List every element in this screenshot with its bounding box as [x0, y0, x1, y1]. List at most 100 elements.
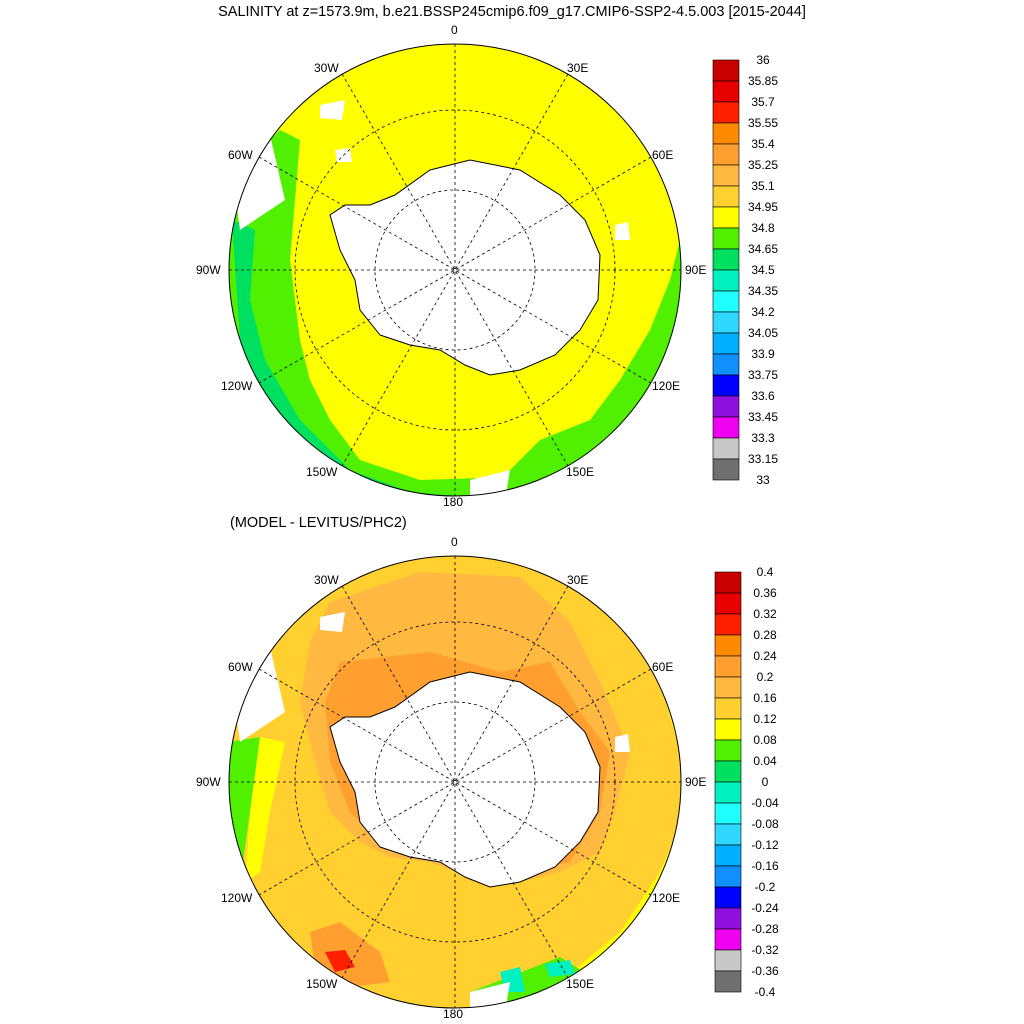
colorbar-swatch — [712, 395, 740, 418]
colorbar-label: 36 — [756, 53, 770, 67]
colorbar-swatch — [712, 164, 740, 187]
colorbar-label: 0.04 — [753, 754, 777, 768]
colorbar-label: -0.08 — [751, 817, 779, 831]
colorbar-label: 35.55 — [748, 116, 778, 130]
longitude-label: 90E — [685, 263, 707, 277]
colorbar-swatch — [712, 437, 740, 460]
colorbar-swatch — [712, 59, 740, 82]
colorbar-swatch — [712, 206, 740, 229]
colorbar-label: 0.08 — [753, 733, 777, 747]
longitude-label: 30E — [567, 573, 589, 587]
longitude-label: 180 — [443, 1007, 464, 1021]
colorbar-label: 0.28 — [753, 628, 777, 642]
longitude-label: 0 — [451, 23, 458, 37]
colorbar-swatch — [714, 760, 742, 783]
colorbar-label: 0 — [762, 775, 769, 789]
colorbar-salinity: 36 35.85 35.7 35.55 35.4 35.25 35.1 34.95 34.8 34… — [712, 53, 778, 487]
colorbar-swatch — [712, 143, 740, 166]
colorbar-swatch — [714, 655, 742, 678]
colorbar-label: -0.36 — [751, 964, 779, 978]
longitude-label: 30W — [314, 61, 339, 75]
colorbar-swatch — [714, 865, 742, 888]
colorbar-swatch — [712, 101, 740, 124]
colorbar-label: 33.15 — [748, 452, 778, 466]
colorbar-swatch — [712, 248, 740, 271]
colorbar-label: -0.2 — [755, 880, 776, 894]
colorbar-swatch — [712, 332, 740, 355]
longitude-label: 30W — [314, 573, 339, 587]
colorbar-label: 35.7 — [751, 95, 775, 109]
colorbar-label: 0.32 — [753, 607, 777, 621]
colorbar-swatch — [712, 374, 740, 397]
colorbar-label: 35.1 — [751, 179, 775, 193]
colorbar-label: -0.32 — [751, 943, 779, 957]
colorbar-label: 33.3 — [751, 431, 775, 445]
colorbar-label: 34.8 — [751, 221, 775, 235]
colorbar-label: -0.24 — [751, 901, 779, 915]
longitude-label: 150W — [306, 977, 338, 991]
colorbar-swatch — [714, 844, 742, 867]
colorbar-swatch — [714, 676, 742, 699]
colorbar-label: 34.65 — [748, 242, 778, 256]
colorbar-swatch — [714, 697, 742, 720]
longitude-label: 150E — [566, 977, 595, 991]
colorbar-label: 35.4 — [751, 137, 775, 151]
longitude-label: 60E — [652, 660, 674, 674]
colorbar-swatch — [714, 802, 742, 825]
plot-title: SALINITY at z=1573.9m, b.e21.BSSP245cmip… — [218, 4, 806, 20]
colorbar-swatch — [712, 227, 740, 250]
longitude-label: 30E — [567, 61, 589, 75]
longitude-label: 120W — [221, 891, 253, 905]
longitude-label: 150W — [306, 465, 338, 479]
colorbar-swatch — [714, 718, 742, 741]
colorbar-swatch — [712, 353, 740, 376]
colorbar-label: 0.12 — [753, 712, 777, 726]
colorbar-label: 34.05 — [748, 326, 778, 340]
colorbar-swatch — [714, 592, 742, 615]
colorbar-swatch — [712, 80, 740, 103]
map-border — [228, 43, 682, 497]
longitude-label: 90E — [685, 775, 707, 789]
longitude-label: 120W — [221, 379, 253, 393]
difference-map: 0.4 0.36 0.32 0.28 0.24 0.2 0.16 0.12 0.08 0.04 0 -… — [228, 555, 779, 1009]
colorbar-label: 34.5 — [751, 263, 775, 277]
colorbar-swatch — [712, 311, 740, 334]
colorbar-swatch — [714, 886, 742, 909]
colorbar-swatch — [712, 290, 740, 313]
colorbar-swatch — [714, 823, 742, 846]
colorbar-swatch — [712, 122, 740, 145]
difference-subtitle: (MODEL - LEVITUS/PHC2) — [230, 515, 407, 531]
longitude-label: 60W — [228, 148, 253, 162]
colorbar-label: -0.28 — [751, 922, 779, 936]
colorbar-swatch — [712, 458, 740, 481]
longitude-label: 60W — [228, 660, 253, 674]
colorbar-swatch — [714, 571, 742, 594]
colorbar-swatch — [712, 416, 740, 439]
colorbar-swatch — [714, 949, 742, 972]
colorbar-label: 34.95 — [748, 200, 778, 214]
colorbar-label: -0.04 — [751, 796, 779, 810]
colorbar-label: -0.16 — [751, 859, 779, 873]
colorbar-difference: 0.4 0.36 0.32 0.28 0.24 0.2 0.16 0.12 0.08 0.04 0 -… — [714, 565, 779, 999]
colorbar-swatch — [714, 970, 742, 993]
antarctica-land-diff — [329, 671, 601, 888]
longitude-label: 90W — [196, 775, 221, 789]
colorbar-swatch — [712, 185, 740, 208]
colorbar-label: 0.4 — [757, 565, 774, 579]
colorbar-swatch — [714, 928, 742, 951]
colorbar-swatch — [714, 907, 742, 930]
colorbar-label: 35.85 — [748, 74, 778, 88]
colorbar-swatch — [712, 269, 740, 292]
colorbar-label: -0.12 — [751, 838, 779, 852]
colorbar-swatch — [714, 634, 742, 657]
colorbar-label: 0.2 — [757, 670, 774, 684]
antarctica-land — [329, 159, 601, 376]
colorbar-swatch — [714, 613, 742, 636]
colorbar-label: 33 — [756, 473, 770, 487]
longitude-label: 150E — [566, 465, 595, 479]
colorbar-label: 33.9 — [751, 347, 775, 361]
longitude-label: 180 — [443, 495, 464, 509]
colorbar-label: 33.75 — [748, 368, 778, 382]
longitude-label: 120E — [652, 891, 681, 905]
colorbar-label: 0.16 — [753, 691, 777, 705]
